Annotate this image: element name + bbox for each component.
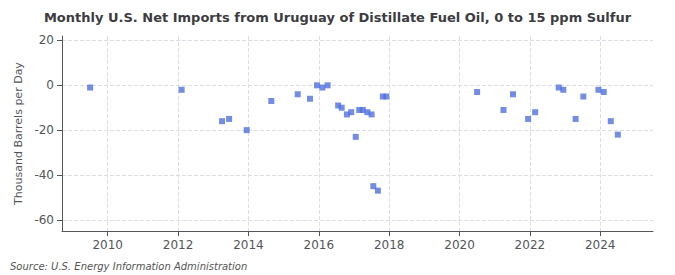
svg-text:Source: U.S. Energy Informatio: Source: U.S. Energy Information Administ… (10, 261, 247, 272)
svg-text:-40: -40 (34, 168, 54, 182)
svg-text:-60: -60 (34, 213, 54, 227)
svg-text:Thousand Barrels per Day: Thousand Barrels per Day (12, 62, 25, 206)
svg-text:2020: 2020 (444, 238, 475, 252)
svg-text:2024: 2024 (585, 238, 616, 252)
svg-text:2012: 2012 (163, 238, 194, 252)
svg-text:2018: 2018 (374, 238, 405, 252)
svg-text:2016: 2016 (304, 238, 335, 252)
svg-text:Monthly U.S. Net Imports from: Monthly U.S. Net Imports from Uruguay of… (44, 10, 632, 25)
svg-text:2010: 2010 (92, 238, 123, 252)
svg-text:0: 0 (46, 78, 54, 92)
svg-text:20: 20 (39, 33, 54, 47)
svg-text:-20: -20 (34, 123, 54, 137)
svg-text:2014: 2014 (233, 238, 264, 252)
svg-text:2022: 2022 (515, 238, 546, 252)
